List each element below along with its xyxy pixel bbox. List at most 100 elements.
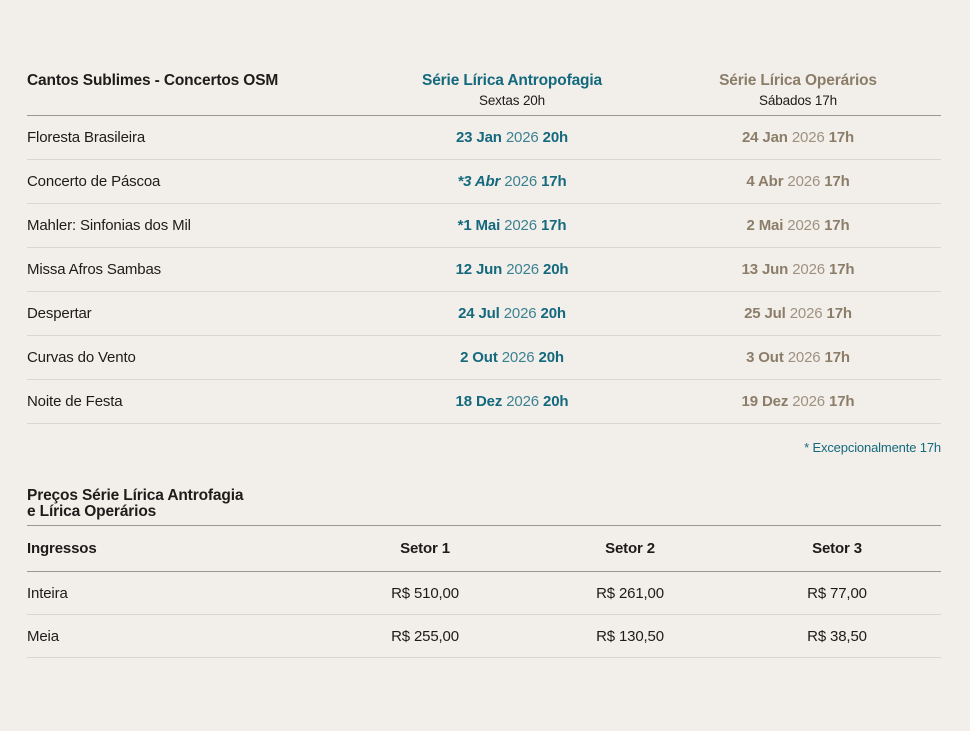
date-time: 17h [829, 261, 855, 278]
date-year: 2026 [792, 261, 825, 278]
date-time: 20h [540, 305, 567, 322]
date-time: 17h [824, 217, 850, 234]
prices-title: Preços Série Lírica Antrofagia e Lírica … [27, 488, 941, 526]
sector-3-header: Setor 3 [812, 540, 862, 557]
date-year: 2026 [504, 173, 538, 190]
date-time: 17h [826, 305, 853, 322]
concerts-title: Cantos Sublimes - Concertos OSM [27, 72, 279, 89]
date-time: 17h [828, 129, 855, 146]
series-antropofagia-header: Série Lírica Antropofagia Sextas 20h [369, 72, 655, 108]
series-operarios-name: Série Lírica Operários [719, 72, 877, 89]
date-day: 3 Out [746, 349, 784, 366]
date-day: 24 Jul [458, 305, 500, 322]
date-time: 17h [541, 173, 567, 190]
price-sector-3: R$ 77,00 [807, 584, 867, 602]
concert-row: Missa Afros Sambas 12 Jun 2026 20h 13 Ju… [27, 248, 941, 292]
prices-title-line1: Preços Série Lírica Antrofagia [27, 487, 244, 504]
date-antropofagia: *1 Mai 2026 17h [369, 217, 655, 234]
date-time: 20h [543, 393, 569, 410]
series-antropofagia-subtitle: Sextas 20h [478, 93, 546, 108]
prices-section: Preços Série Lírica Antrofagia e Lírica … [27, 488, 941, 658]
date-day: *1 Mai [457, 217, 501, 234]
date-antropofagia: 24 Jul 2026 20h [369, 305, 655, 322]
date-time: 20h [538, 349, 565, 366]
date-time: 17h [824, 173, 850, 190]
date-year: 2026 [503, 305, 537, 322]
price-sector-2: R$ 261,00 [596, 584, 664, 602]
price-sector-2: R$ 130,50 [596, 627, 664, 645]
concerts-header: Cantos Sublimes - Concertos OSM Série Lí… [27, 72, 941, 116]
date-day: 12 Jun [455, 261, 503, 278]
date-year: 2026 [506, 261, 539, 278]
date-antropofagia: 2 Out 2026 20h [369, 349, 655, 366]
concert-name: Mahler: Sinfonias dos Mil [27, 217, 191, 234]
date-day: 4 Abr [746, 173, 784, 190]
concert-name: Despertar [27, 305, 92, 322]
concert-row: Noite de Festa 18 Dez 2026 20h 19 Dez 20… [27, 380, 941, 424]
concert-row: Concerto de Páscoa *3 Abr 2026 17h 4 Abr… [27, 160, 941, 204]
concert-name: Floresta Brasileira [27, 129, 146, 146]
date-time: 20h [542, 129, 569, 146]
prices-header-row: Ingressos Setor 1 Setor 2 Setor 3 [27, 526, 941, 572]
date-operarios: 25 Jul 2026 17h [655, 305, 941, 322]
date-year: 2026 [792, 393, 825, 410]
date-year: 2026 [504, 217, 537, 234]
price-sector-1: R$ 510,00 [391, 584, 459, 602]
tickets-label: Ingressos [27, 540, 97, 557]
schedule-page: Cantos Sublimes - Concertos OSM Série Lí… [27, 0, 941, 658]
date-operarios: 24 Jan 2026 17h [655, 129, 941, 146]
date-day: 18 Dez [455, 393, 503, 410]
concert-row: Floresta Brasileira 23 Jan 2026 20h 24 J… [27, 116, 941, 160]
concert-name: Concerto de Páscoa [27, 173, 161, 190]
exception-footnote: * Excepcionalmente 17h [804, 440, 941, 455]
price-sector-1: R$ 255,00 [391, 627, 459, 645]
concert-name: Noite de Festa [27, 393, 123, 410]
date-year: 2026 [787, 173, 821, 190]
date-year: 2026 [789, 305, 823, 322]
price-row: Inteira R$ 510,00 R$ 261,00 R$ 77,00 [27, 572, 941, 615]
price-row-label: Meia [27, 627, 59, 645]
price-sector-3: R$ 38,50 [807, 627, 867, 645]
date-operarios: 3 Out 2026 17h [655, 349, 941, 366]
date-day: 2 Mai [746, 217, 784, 234]
date-day: 19 Dez [741, 393, 789, 410]
prices-title-line2: e Lírica Operários [27, 503, 157, 520]
concert-name: Curvas do Vento [27, 349, 136, 366]
price-row-label: Inteira [27, 584, 68, 602]
date-operarios: 19 Dez 2026 17h [655, 393, 941, 410]
date-antropofagia: 23 Jan 2026 20h [369, 129, 655, 146]
price-row: Meia R$ 255,00 R$ 130,50 R$ 38,50 [27, 615, 941, 658]
date-day: 25 Jul [744, 305, 786, 322]
date-antropofagia: 18 Dez 2026 20h [369, 393, 655, 410]
date-operarios: 13 Jun 2026 17h [655, 261, 941, 278]
concert-row: Mahler: Sinfonias dos Mil *1 Mai 2026 17… [27, 204, 941, 248]
concerts-section: Cantos Sublimes - Concertos OSM Série Lí… [27, 72, 941, 455]
date-day: 13 Jun [741, 261, 789, 278]
date-day: 2 Out [460, 349, 498, 366]
date-time: 17h [540, 217, 567, 234]
sector-1-header: Setor 1 [400, 540, 450, 557]
date-year: 2026 [787, 217, 821, 234]
date-operarios: 4 Abr 2026 17h [655, 173, 941, 190]
date-time: 17h [824, 349, 851, 366]
date-operarios: 2 Mai 2026 17h [655, 217, 941, 234]
date-antropofagia: *3 Abr 2026 17h [369, 173, 655, 190]
date-time: 17h [829, 393, 855, 410]
concert-row: Despertar 24 Jul 2026 20h 25 Jul 2026 17… [27, 292, 941, 336]
sector-2-header: Setor 2 [605, 540, 655, 557]
date-year: 2026 [791, 129, 825, 146]
series-operarios-subtitle: Sábados 17h [759, 93, 837, 108]
date-antropofagia: 12 Jun 2026 20h [369, 261, 655, 278]
concert-row: Curvas do Vento 2 Out 2026 20h 3 Out 202… [27, 336, 941, 380]
date-day: 24 Jan [741, 129, 788, 146]
date-year: 2026 [501, 349, 535, 366]
date-time: 20h [543, 261, 569, 278]
date-year: 2026 [787, 349, 821, 366]
series-operarios-header: Série Lírica Operários Sábados 17h [655, 72, 941, 108]
date-year: 2026 [505, 129, 539, 146]
date-day: *3 Abr [457, 173, 501, 190]
series-antropofagia-name: Série Lírica Antropofagia [422, 72, 602, 89]
concert-name: Missa Afros Sambas [27, 261, 162, 278]
date-day: 23 Jan [455, 129, 502, 146]
date-year: 2026 [506, 393, 539, 410]
